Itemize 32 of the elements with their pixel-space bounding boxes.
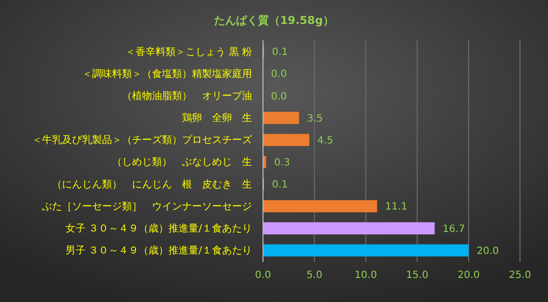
bar [263,244,469,256]
y-tick-label: ＜牛乳及び乳製品＞（チーズ類）プロセスチーズ [32,134,253,146]
y-tick-label: 女子 ３０～４９（歳）推進量/１食あたり [65,222,252,235]
bar [263,200,378,212]
data-label: 0.0 [271,91,287,102]
y-tick-label: 鶏卵 全卵 生 [182,112,252,124]
data-label: 0.1 [272,180,288,191]
y-tick-label: 男子 ３０～４９（歳）推進量/１食あたり [65,244,252,257]
bar [263,222,435,234]
y-tick-label: （植物油脂類） オリーブ油 [122,90,252,102]
bar [263,134,310,146]
data-label: 4.5 [317,135,334,146]
data-label: 20.0 [476,246,499,257]
x-tick-label: 15.0 [406,270,428,282]
data-label: 0.0 [271,69,287,80]
x-tick-label: 0.0 [255,270,271,282]
chart-title: たんぱく質（19.58g） [214,14,334,27]
data-label: 3.5 [306,113,323,124]
x-tick-label: 10.0 [354,270,377,282]
data-label: 11.1 [385,202,408,213]
data-label: 0.1 [272,47,288,58]
y-tick-label: ぶた［ソーセージ類］ ウインナーソーセージ [42,200,252,212]
y-tick-label: （しめじ類） ぶなしめじ 生 [112,156,252,168]
y-tick-label: ＜調味料類＞（食塩類）精製塩家庭用 [82,68,252,80]
data-label: 16.7 [442,224,465,235]
data-label: 0.3 [274,158,290,169]
x-tick-label: 5.0 [306,270,322,282]
bar [263,112,299,124]
x-tick-label: 25.0 [508,270,532,282]
y-tick-label: ＜香辛料類＞こしょう 黒 粉 [126,46,252,58]
y-tick-label: （にんじん類） にんじん 根 皮むき 生 [52,178,252,190]
x-tick-label: 20.0 [457,270,480,282]
